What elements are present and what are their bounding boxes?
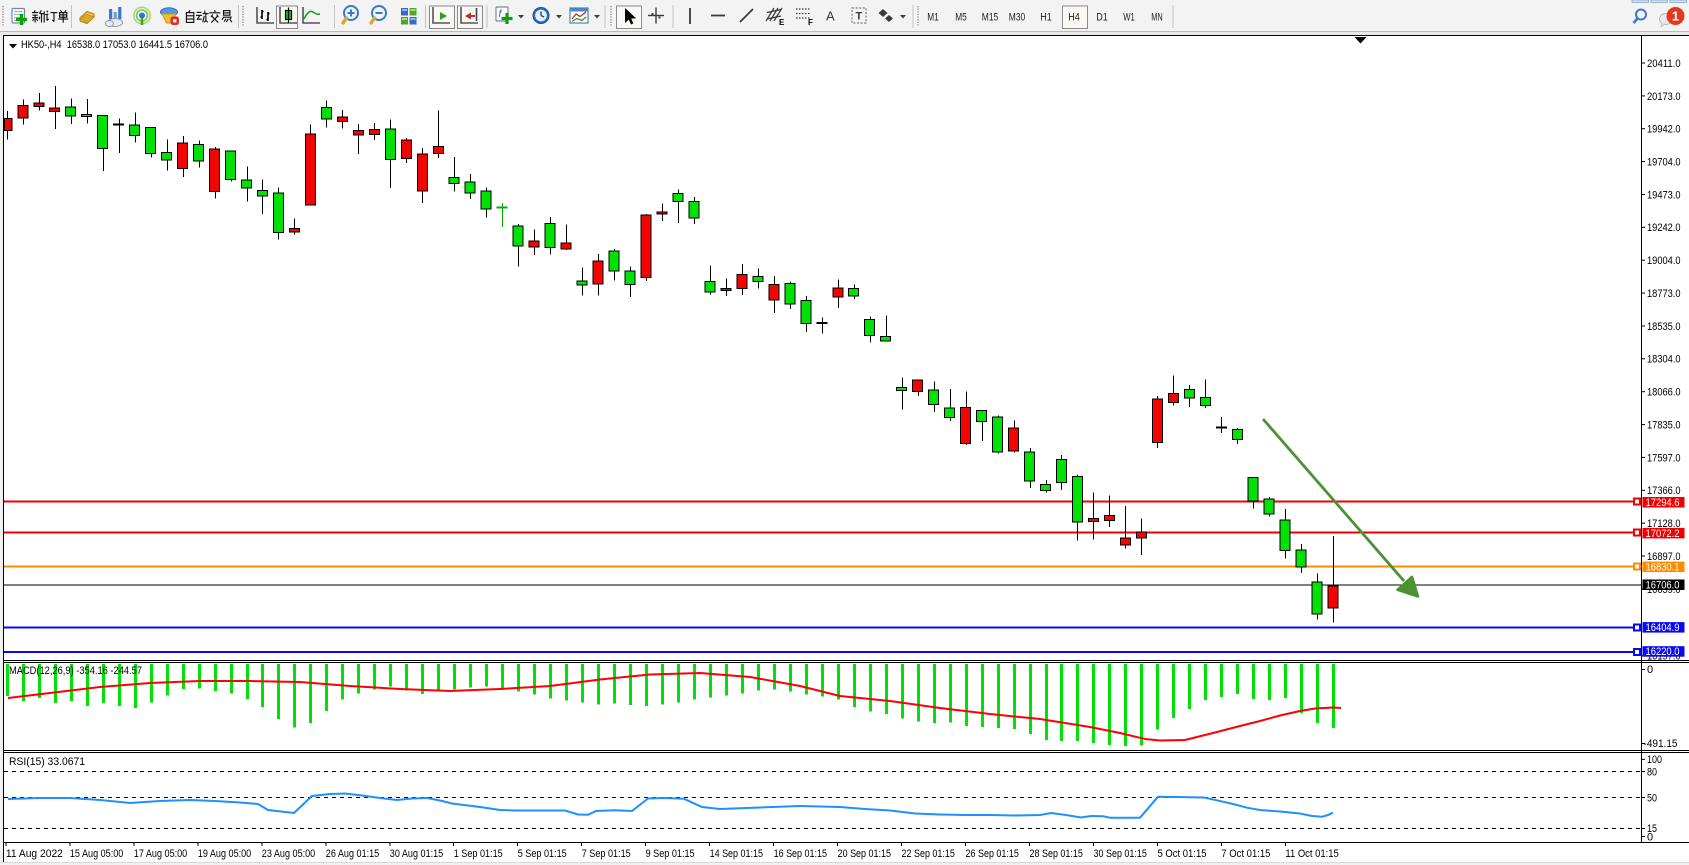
svg-text:5 Oct 01:15: 5 Oct 01:15 <box>1158 848 1207 860</box>
svg-text:19704.0: 19704.0 <box>1647 157 1681 169</box>
svg-text:18773.0: 18773.0 <box>1647 288 1681 300</box>
svg-text:80: 80 <box>1647 767 1657 779</box>
svg-text:19473.0: 19473.0 <box>1647 189 1681 201</box>
svg-text:20173.0: 20173.0 <box>1647 91 1681 103</box>
svg-text:30 Aug 01:15: 30 Aug 01:15 <box>390 848 443 860</box>
svg-text:17294.6: 17294.6 <box>1646 497 1680 509</box>
svg-text:H1: H1 <box>1040 12 1052 24</box>
svg-text:MN: MN <box>1151 12 1163 24</box>
svg-text:19004.0: 19004.0 <box>1647 255 1681 267</box>
svg-text:M30: M30 <box>1009 12 1026 24</box>
svg-text:9 Sep 01:15: 9 Sep 01:15 <box>646 848 695 860</box>
svg-text:16220.0: 16220.0 <box>1646 646 1680 658</box>
svg-text:20411.0: 20411.0 <box>1647 58 1681 70</box>
svg-text:26 Sep 01:15: 26 Sep 01:15 <box>966 848 1019 860</box>
svg-text:15 Aug 05:00: 15 Aug 05:00 <box>70 848 123 860</box>
svg-text:-491.15: -491.15 <box>1644 738 1678 750</box>
svg-text:17072.2: 17072.2 <box>1646 528 1680 540</box>
svg-text:18066.0: 18066.0 <box>1647 387 1681 399</box>
svg-text:HK50-,H4 16538.0 17053.0 1644: HK50-,H4 16538.0 17053.0 16441.5 16706.0 <box>21 39 208 51</box>
svg-text:5 Sep 01:15: 5 Sep 01:15 <box>518 848 567 860</box>
svg-text:28 Sep 01:15: 28 Sep 01:15 <box>1030 848 1083 860</box>
svg-text:17128.0: 17128.0 <box>1647 518 1681 530</box>
svg-text:1: 1 <box>1672 9 1679 24</box>
svg-text:15: 15 <box>1647 823 1657 835</box>
svg-text:22 Sep 01:15: 22 Sep 01:15 <box>902 848 955 860</box>
svg-text:18535.0: 18535.0 <box>1647 321 1681 333</box>
svg-text:D1: D1 <box>1096 12 1108 24</box>
svg-text:E: E <box>779 18 785 27</box>
svg-text:7 Oct 01:15: 7 Oct 01:15 <box>1221 848 1270 860</box>
svg-text:50: 50 <box>1647 793 1657 805</box>
svg-text:MACD(12,26,9) -354.16 -244.57: MACD(12,26,9) -354.16 -244.57 <box>9 665 142 677</box>
svg-text:M5: M5 <box>955 12 967 24</box>
svg-text:23 Aug 05:00: 23 Aug 05:00 <box>262 848 315 860</box>
svg-text:100: 100 <box>1647 754 1662 766</box>
svg-text:M15: M15 <box>982 12 999 24</box>
svg-text:RSI(15) 33.0671: RSI(15) 33.0671 <box>9 756 85 768</box>
svg-text:7 Sep 01:15: 7 Sep 01:15 <box>582 848 631 860</box>
svg-text:14 Sep 01:15: 14 Sep 01:15 <box>710 848 763 860</box>
svg-text:19942.0: 19942.0 <box>1647 124 1681 136</box>
svg-text:W1: W1 <box>1123 12 1135 24</box>
svg-text:0: 0 <box>1647 664 1653 676</box>
svg-text:18304.0: 18304.0 <box>1647 354 1681 366</box>
svg-text:17597.0: 17597.0 <box>1647 452 1681 464</box>
svg-text:19242.0: 19242.0 <box>1647 222 1681 234</box>
svg-text:30 Sep 01:15: 30 Sep 01:15 <box>1094 848 1147 860</box>
svg-text:26 Aug 01:15: 26 Aug 01:15 <box>326 848 379 860</box>
svg-text:F: F <box>808 18 813 27</box>
svg-text:1 Sep 01:15: 1 Sep 01:15 <box>454 848 503 860</box>
svg-text:H4: H4 <box>1068 12 1080 24</box>
svg-text:17835.0: 17835.0 <box>1647 420 1681 432</box>
svg-text:17 Aug 05:00: 17 Aug 05:00 <box>134 848 187 860</box>
svg-text:f: f <box>499 9 503 20</box>
svg-text:17366.0: 17366.0 <box>1647 485 1681 497</box>
svg-text:16830.1: 16830.1 <box>1646 562 1680 574</box>
svg-text:T: T <box>856 11 863 23</box>
svg-text:16404.9: 16404.9 <box>1646 622 1680 634</box>
svg-text:16 Sep 01:15: 16 Sep 01:15 <box>774 848 827 860</box>
svg-text:0: 0 <box>1647 832 1653 844</box>
svg-text:19 Aug 05:00: 19 Aug 05:00 <box>198 848 251 860</box>
svg-text:A: A <box>826 9 835 24</box>
svg-text:11 Aug 2022: 11 Aug 2022 <box>6 848 63 860</box>
svg-text:16706.0: 16706.0 <box>1646 580 1680 592</box>
svg-text:11 Oct 01:15: 11 Oct 01:15 <box>1285 848 1338 860</box>
svg-text:M1: M1 <box>927 12 939 24</box>
svg-text:20 Sep 01:15: 20 Sep 01:15 <box>838 848 891 860</box>
svg-text:16897.0: 16897.0 <box>1647 551 1681 563</box>
